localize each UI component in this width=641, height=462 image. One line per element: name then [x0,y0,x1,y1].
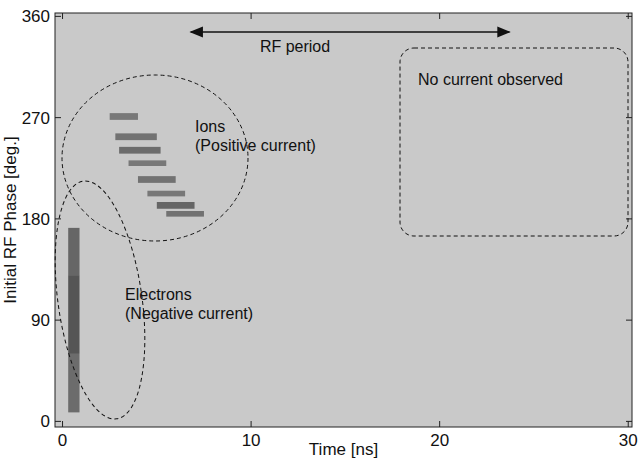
no-current-region [400,48,628,236]
cell [129,160,167,166]
x-tick [439,421,440,427]
plot-frame [55,13,632,427]
x-tick [251,13,252,19]
x-tick [628,421,629,427]
annotation: RF period [260,38,330,55]
cell [157,202,195,209]
y-tick-label: 90 [31,311,50,330]
y-tick [55,320,61,321]
y-tick [626,117,632,118]
x-tick [439,13,440,19]
cell [119,147,160,154]
x-tick [62,421,63,427]
y-tick-label: 0 [41,412,50,431]
ions-region [62,75,248,241]
x-tick [62,13,63,19]
cell [68,228,79,275]
y-tick [55,421,61,422]
x-tick-label: 20 [430,431,449,450]
y-tick-label: 270 [22,109,50,128]
annotation: Electrons [125,286,192,303]
cell [166,211,204,217]
annotation: (Positive current) [195,137,316,154]
x-tick-label: 30 [619,431,638,450]
y-tick [55,16,61,17]
y-tick [626,421,632,422]
y-tick [626,218,632,219]
annotation: No current observed [418,71,563,88]
cell [115,133,156,140]
cell [68,275,79,354]
cell [138,176,176,183]
x-tick-label: 10 [242,431,261,450]
y-tick [55,218,61,219]
x-axis-title: Time [ns] [309,440,378,459]
annotation: (Negative current) [125,305,253,322]
x-tick-label: 0 [58,431,67,450]
y-tick-label: 360 [22,7,50,26]
annotation: Ions [195,118,225,135]
plot-background [55,13,632,427]
cell [147,191,185,197]
x-tick [251,421,252,427]
rf-period-arrow [191,31,510,33]
cell [68,354,79,413]
y-tick [626,16,632,17]
y-tick [55,117,61,118]
y-tick-label: 180 [22,210,50,229]
cell [110,113,138,120]
y-axis-title: Initial RF Phase [deg.] [1,136,20,303]
y-tick [626,320,632,321]
